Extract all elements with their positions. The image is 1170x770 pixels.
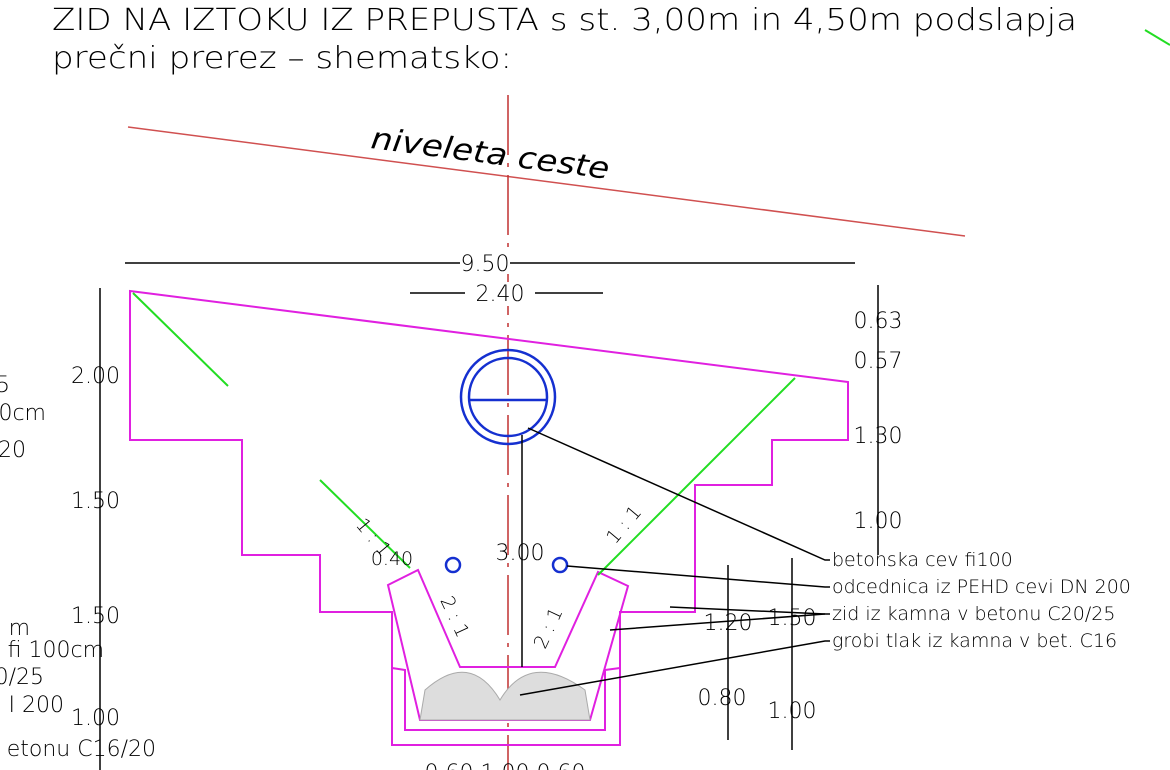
- cropped-text: 5: [0, 373, 10, 398]
- dim: 3.00: [496, 541, 545, 566]
- slope-line: [1144, 29, 1170, 46]
- cropped-text: fi 100cm: [8, 638, 104, 663]
- cropped-text: I 200: [9, 693, 64, 718]
- dim: 0.63: [854, 309, 903, 334]
- drain: [444, 556, 462, 574]
- road-line: [127, 126, 966, 237]
- leader: [669, 606, 826, 615]
- slope-line: [319, 479, 411, 569]
- cropped-text: 0cm: [0, 401, 46, 426]
- slope-line: [597, 377, 796, 576]
- dim: 1.00: [854, 509, 903, 534]
- dim: 1.20: [704, 611, 753, 636]
- dim: 0.57: [854, 349, 903, 374]
- leader: [519, 640, 830, 696]
- pipe-outer: [459, 348, 557, 446]
- label: betonska cev fi100: [832, 549, 1013, 571]
- label: odcednica iz PEHD cevi DN 200: [832, 576, 1131, 598]
- leader: [566, 565, 830, 588]
- dim: 1.50: [768, 606, 817, 631]
- dim: 1.30: [854, 424, 903, 449]
- dim: 2.00: [71, 364, 120, 389]
- dim: 0.40: [371, 548, 413, 570]
- cropped-text: 20: [0, 438, 26, 463]
- cropped-text: m: [9, 616, 30, 641]
- title-line2: prečni prerez – shematsko:: [52, 41, 512, 76]
- dim: 0.60 1.00 0.60: [425, 761, 586, 770]
- channel-base: [391, 667, 621, 731]
- cropped-text: etonu C16/20: [7, 737, 156, 762]
- label: zid iz kamna v betonu C20/25: [832, 603, 1115, 625]
- dim: 1.00: [768, 699, 817, 724]
- dim: 1.50: [71, 604, 120, 629]
- leader: [527, 427, 830, 561]
- title-line1: ZID NA IZTOKU IZ PREPUSTA s st. 3,00m in…: [52, 3, 1077, 38]
- drain: [551, 556, 569, 574]
- slope-line: [132, 292, 229, 387]
- dim: 1.50: [71, 489, 120, 514]
- dim: 2.40: [476, 282, 525, 307]
- cropped-text: 0/25: [0, 665, 44, 690]
- dim: 0.80: [698, 686, 747, 711]
- dim: 1.00: [71, 706, 120, 731]
- pipe-inner: [467, 356, 549, 438]
- wall-outline: [129, 289, 849, 746]
- dim: 9.50: [461, 252, 510, 277]
- label: grobi tlak iz kamna v bet. C16: [832, 630, 1117, 652]
